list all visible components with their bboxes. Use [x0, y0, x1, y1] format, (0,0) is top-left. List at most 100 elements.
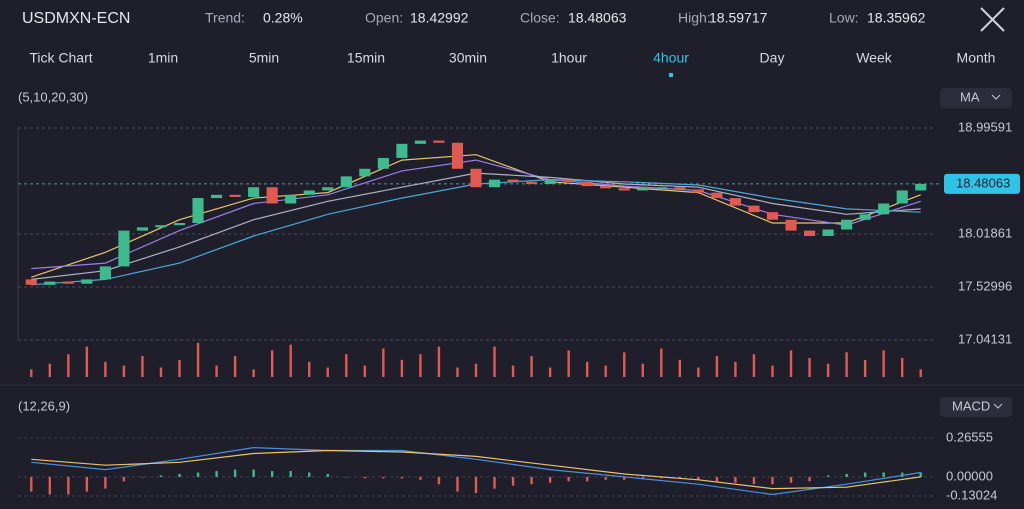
ma-dropdown-label: MA	[960, 89, 980, 104]
candle	[618, 188, 630, 191]
field-label: Low:	[829, 10, 859, 26]
close-button[interactable]	[980, 7, 1005, 32]
volume-bar	[771, 365, 774, 377]
macd-bar	[771, 476, 774, 485]
timeframe-tab[interactable]: Week	[856, 50, 893, 66]
candle	[322, 187, 334, 191]
candle	[748, 205, 760, 213]
volume-bar	[493, 346, 496, 377]
macd-dropdown[interactable]	[940, 397, 1012, 417]
candle	[136, 227, 149, 231]
field-value: 0.28%	[263, 10, 303, 26]
candle	[303, 190, 315, 195]
volume-bar	[419, 354, 422, 377]
volume-bar	[456, 367, 459, 377]
candle	[507, 179, 519, 182]
candle	[859, 214, 871, 220]
candle	[359, 168, 371, 177]
candle	[544, 179, 556, 184]
ma-dropdown[interactable]	[940, 88, 1012, 108]
volume-bar	[567, 350, 570, 377]
candle	[173, 223, 186, 226]
volume-bar	[345, 354, 348, 377]
volume-bar	[474, 363, 478, 377]
macd-bar	[474, 476, 478, 494]
volume-bar	[178, 359, 181, 377]
candle	[878, 203, 890, 215]
timeframe-tab[interactable]: 5min	[249, 50, 279, 66]
timeframe-tab[interactable]: 1min	[148, 50, 178, 66]
macd-bar	[530, 476, 533, 485]
macd-bar	[85, 476, 89, 492]
candle	[766, 212, 779, 220]
field-value: 18.48063	[568, 10, 627, 26]
macd-bar	[345, 476, 348, 478]
candle	[581, 181, 593, 187]
macd-bar	[548, 476, 552, 483]
macd-bar	[437, 476, 441, 485]
timeframe-tab[interactable]: 15min	[347, 50, 385, 66]
macd-bar	[493, 476, 496, 489]
macd-bar	[808, 476, 811, 482]
macd-bar	[660, 476, 663, 479]
y-tick-label: -0.13024	[946, 487, 997, 502]
macd-bar	[456, 476, 459, 492]
volume-bar	[697, 367, 700, 377]
candle	[285, 194, 297, 204]
timeframe-tab[interactable]: 30min	[449, 50, 487, 66]
volume-bar	[233, 356, 237, 377]
candle	[785, 219, 797, 231]
volume-bar	[308, 361, 311, 377]
volume-bar	[270, 350, 274, 377]
candle	[729, 198, 741, 206]
volume-bar	[48, 363, 51, 377]
macd-bar	[623, 476, 626, 480]
volume-bar	[437, 346, 441, 377]
last-price-label: 18.48063	[956, 175, 1010, 190]
macd-bar	[363, 476, 367, 479]
macd-bar	[308, 472, 311, 477]
volume-bar	[122, 365, 126, 377]
volume-bar	[845, 352, 848, 377]
macd-bar	[233, 469, 237, 477]
macd-bar	[511, 476, 515, 486]
macd-bar	[585, 476, 589, 482]
field-label: Trend:	[205, 10, 245, 26]
timeframe-tab[interactable]: 4hour	[653, 50, 689, 66]
macd-bar	[901, 472, 904, 477]
volume-bar	[530, 356, 533, 377]
candle	[470, 168, 482, 188]
macd-bar	[326, 473, 329, 477]
candle	[451, 142, 464, 169]
candle	[915, 183, 927, 191]
field-label: High:	[678, 10, 711, 26]
volume-bar	[67, 354, 70, 377]
candle	[896, 190, 908, 204]
macd-bar	[789, 476, 793, 483]
candle	[841, 219, 853, 230]
ma-line	[31, 154, 921, 278]
timeframe-tab[interactable]: Month	[957, 50, 996, 66]
y-tick-label: 18.99591	[958, 119, 1012, 134]
macd-bar	[752, 476, 756, 485]
field-label: Open:	[365, 10, 403, 26]
timeframe-tab[interactable]: 1hour	[551, 50, 587, 66]
candle	[526, 181, 538, 184]
macd-bar	[678, 476, 682, 479]
volume-bar	[363, 365, 367, 377]
y-tick-label: 17.52996	[958, 278, 1012, 293]
timeframe-tab[interactable]: Tick Chart	[29, 50, 92, 66]
macd-bar	[252, 469, 255, 477]
timeframe-tab[interactable]: Day	[760, 50, 785, 66]
candle	[488, 179, 501, 188]
candle	[433, 140, 445, 143]
macd-bar	[215, 471, 218, 477]
field-label: Close:	[520, 10, 560, 26]
candle	[711, 192, 723, 199]
macd-bar	[141, 476, 144, 478]
volume-bar	[326, 367, 329, 377]
macd-bar	[400, 476, 404, 479]
dropdown-arrow	[991, 94, 1001, 100]
macd-bar	[30, 476, 33, 492]
